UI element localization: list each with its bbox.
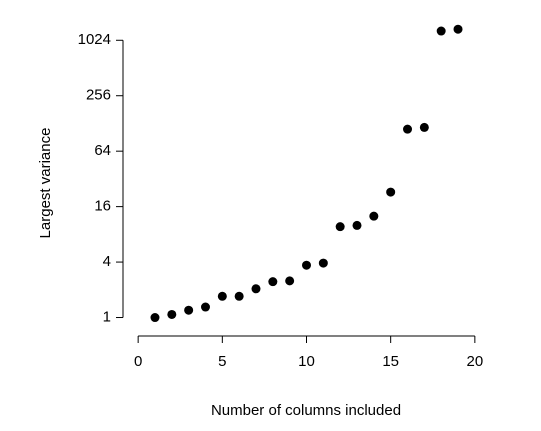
y-tick-label: 64 xyxy=(94,142,111,159)
point xyxy=(150,313,160,323)
y-tick-label: 1 xyxy=(103,308,111,325)
y-tick-label: 256 xyxy=(86,87,111,104)
point xyxy=(285,276,295,286)
x-axis-label: Number of columns included xyxy=(211,402,401,419)
point xyxy=(251,284,261,294)
point xyxy=(436,26,446,36)
point xyxy=(453,24,463,34)
point xyxy=(419,122,429,132)
point xyxy=(217,291,227,301)
point xyxy=(318,258,328,268)
x-tick-label: 5 xyxy=(218,353,226,370)
point xyxy=(200,302,210,312)
y-axis-label: Largest variance xyxy=(37,128,54,239)
point xyxy=(268,277,278,287)
point xyxy=(302,260,311,270)
point xyxy=(335,222,345,232)
x-tick-label: 10 xyxy=(298,353,315,370)
x-tick-label: 20 xyxy=(467,353,484,370)
point xyxy=(167,309,177,319)
x-tick-label: 15 xyxy=(382,353,399,370)
point xyxy=(352,220,362,230)
point xyxy=(403,124,413,134)
x-tick-label: 0 xyxy=(134,353,142,370)
point xyxy=(234,291,244,301)
y-tick-label: 4 xyxy=(103,253,111,270)
y-tick-label: 1024 xyxy=(78,31,111,48)
point xyxy=(386,187,396,197)
y-tick-label: 16 xyxy=(94,198,111,215)
point xyxy=(369,211,379,221)
point xyxy=(184,305,194,315)
